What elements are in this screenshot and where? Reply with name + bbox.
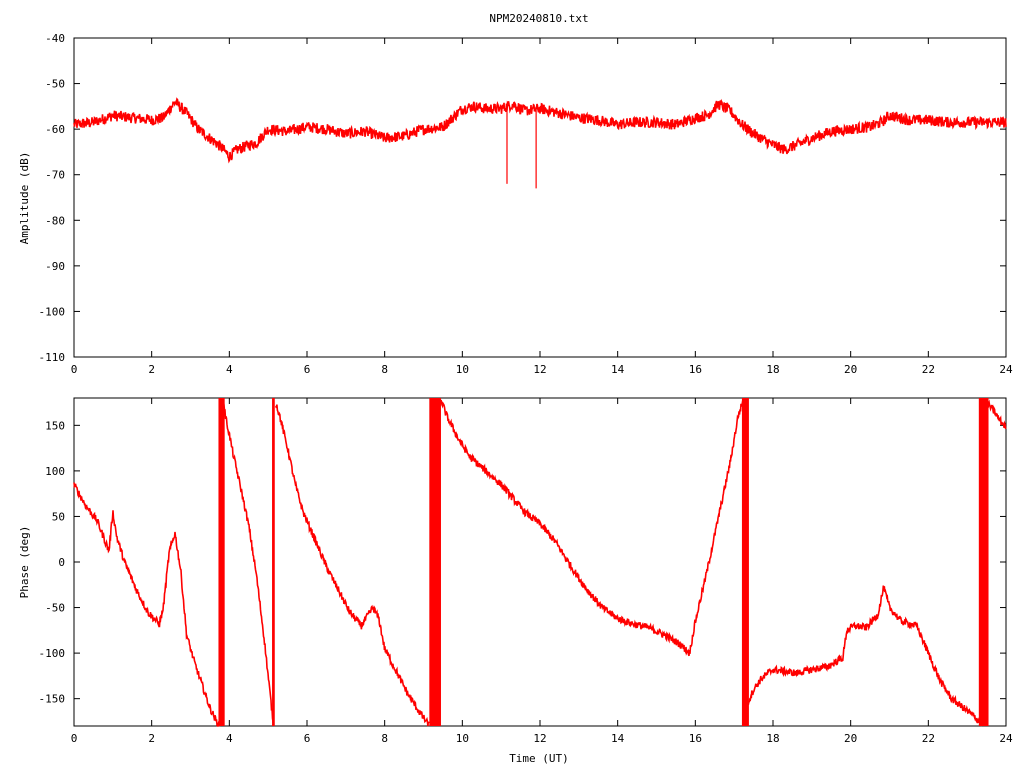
phase-series-line [440,399,745,657]
amplitude-y-label: Amplitude (dB) [18,152,31,245]
y-tick-label: -70 [45,169,65,182]
x-tick-label: 14 [611,363,625,376]
phase-series-line [275,404,430,727]
x-tick-label: 8 [381,732,388,745]
x-tick-label: 10 [456,363,469,376]
y-tick-label: -100 [39,647,66,660]
phase-wrap-band [978,398,989,726]
y-tick-label: -40 [45,32,65,45]
phase-y-label: Phase (deg) [18,526,31,599]
y-tick-label: -110 [39,351,66,364]
x-tick-label: 12 [533,732,546,745]
y-tick-label: -150 [39,693,66,706]
x-tick-label: 24 [999,732,1013,745]
x-tick-label: 6 [304,363,311,376]
y-tick-label: 100 [45,465,65,478]
x-tick-label: 18 [766,732,779,745]
phase-wrap-band [218,398,225,726]
y-tick-label: 50 [52,510,65,523]
x-tick-label: 8 [381,363,388,376]
phase-wrap-band [272,398,275,726]
amplitude-panel: 0 2 4 6 8 10 12 14 16 18 20 22 24-110-100-90-80-70-6… [39,32,1013,376]
x-axis-label: Time (UT) [509,752,569,765]
phase-wrap-band [429,398,441,726]
y-tick-label: -80 [45,214,65,227]
x-tick-label: 12 [533,363,546,376]
x-tick-label: 16 [689,732,702,745]
amplitude-series-line [73,97,1007,164]
phase-series-line [745,585,984,727]
x-tick-label: 22 [922,732,935,745]
x-tick-label: 4 [226,363,233,376]
x-tick-label: 20 [844,732,857,745]
plot-frame [73,37,1007,358]
x-tick-label: 24 [999,363,1013,376]
x-tick-label: 2 [148,732,155,745]
phase-series-line [222,401,275,725]
y-tick-label: -100 [39,305,66,318]
y-tick-label: -50 [45,602,65,615]
phase-wrap-band [741,398,749,726]
phase-panel: 0 2 4 6 8 10 12 14 16 18 20 22 24-150-100-5005010015… [39,397,1013,745]
x-tick-label: 0 [71,363,78,376]
y-tick-label: -50 [45,78,65,91]
y-tick-label: 150 [45,419,65,432]
phase-series-line [73,482,222,727]
y-tick-label: -90 [45,260,65,273]
x-tick-label: 10 [456,732,469,745]
x-tick-label: 22 [922,363,935,376]
y-tick-label: -60 [45,123,65,136]
plot-frame [73,397,1007,727]
x-tick-label: 4 [226,732,233,745]
y-tick-label: 0 [58,556,65,569]
phase-series-line [985,399,1007,430]
x-tick-label: 16 [689,363,702,376]
x-tick-label: 20 [844,363,857,376]
x-tick-label: 2 [148,363,155,376]
x-tick-label: 14 [611,732,625,745]
x-tick-label: 0 [71,732,78,745]
x-tick-label: 6 [304,732,311,745]
x-tick-label: 18 [766,363,779,376]
figure-title: NPM20240810.txt [489,12,588,25]
